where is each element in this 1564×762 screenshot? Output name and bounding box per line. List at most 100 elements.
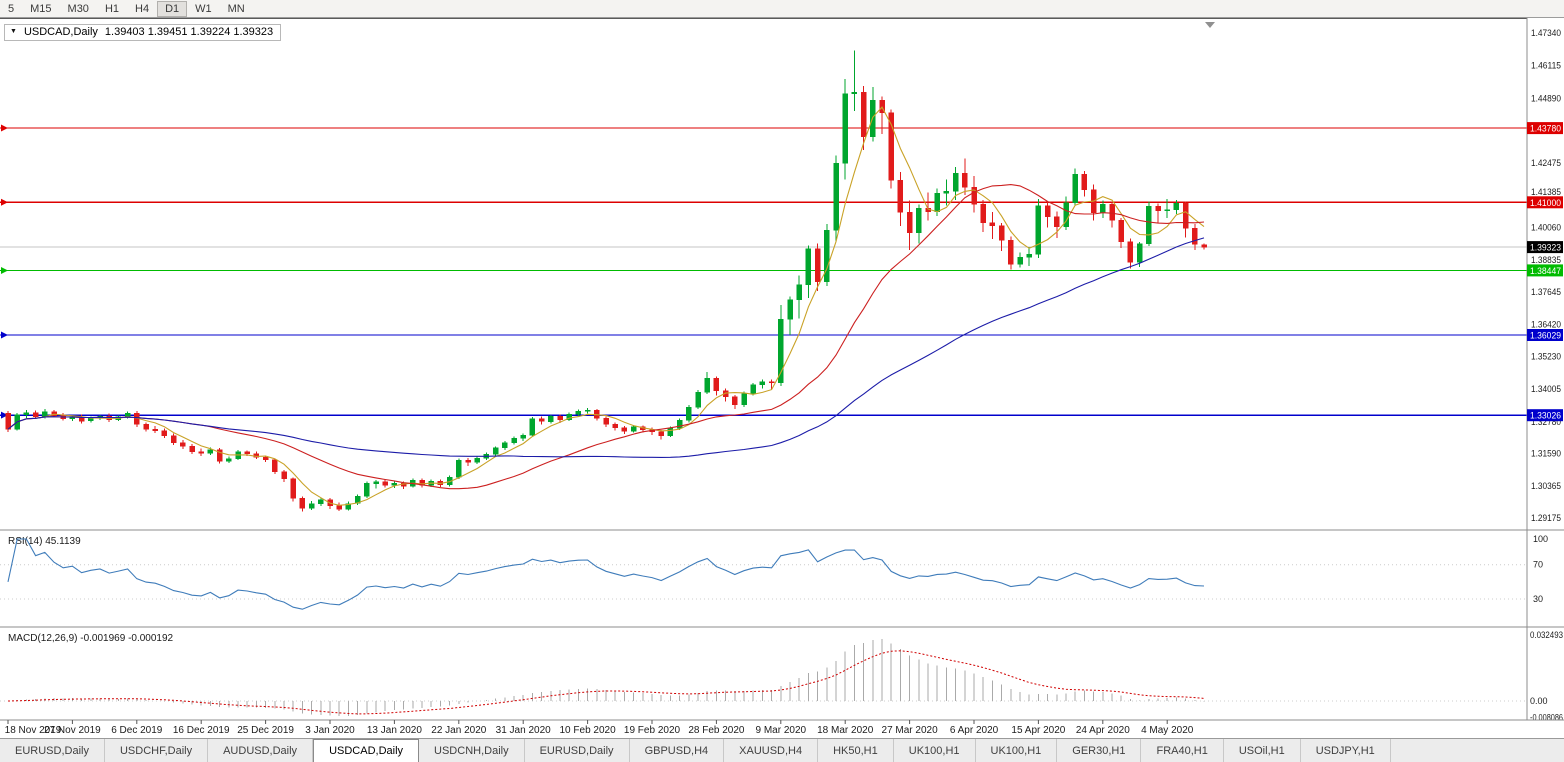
date-label: 6 Apr 2020 — [950, 725, 999, 736]
symbol-tab-fra40-h1[interactable]: FRA40,H1 — [1141, 739, 1224, 762]
candle — [391, 481, 398, 488]
candle — [584, 408, 591, 414]
candle — [1008, 236, 1014, 270]
price-tick: 1.42475 — [1531, 158, 1561, 168]
rsi-tick: 100 — [1533, 534, 1548, 544]
symbol-tab-usdcad-daily[interactable]: USDCAD,Daily — [313, 739, 420, 762]
candle — [759, 379, 766, 389]
chart-canvas[interactable]: RSI(14) 45.1139 MACD(12,26,9) -0.001969 … — [0, 18, 1564, 738]
date-label: 16 Dec 2019 — [173, 725, 230, 736]
timeframe-button-5[interactable]: 5 — [8, 2, 15, 15]
candle — [962, 158, 968, 195]
rsi-tick: 30 — [1533, 594, 1543, 604]
price-label-box — [1527, 329, 1563, 341]
symbol-tab-gbpusd-h4[interactable]: GBPUSD,H4 — [629, 739, 725, 762]
candle — [814, 243, 821, 291]
chart-window[interactable]: RSI(14) 45.1139 MACD(12,26,9) -0.001969 … — [0, 18, 1564, 738]
candle — [612, 422, 618, 431]
candle — [1054, 211, 1060, 239]
symbol-tab-eurusd-daily[interactable]: EURUSD,Daily — [0, 739, 105, 762]
price-tick: 1.41385 — [1531, 187, 1561, 197]
candle — [189, 444, 195, 454]
candle — [603, 416, 609, 428]
timeframe-button-m15[interactable]: M15 — [30, 2, 52, 15]
candle — [529, 416, 536, 437]
price-tick: 1.36420 — [1531, 320, 1561, 330]
price-tick: 1.32780 — [1531, 417, 1561, 427]
rsi-panel: 100 70 30 — [0, 529, 1564, 610]
candle — [253, 451, 260, 460]
timeframe-button-h4[interactable]: H4 — [135, 2, 150, 15]
date-label: 6 Dec 2019 — [111, 725, 163, 736]
candle — [1026, 247, 1032, 266]
candle — [676, 418, 683, 430]
candle — [511, 436, 517, 445]
candle — [686, 405, 692, 423]
symbol-tab-ger30-h1[interactable]: GER30,H1 — [1057, 739, 1142, 762]
symbol-tab-hk50-h1[interactable]: HK50,H1 — [818, 739, 894, 762]
candle — [833, 155, 839, 242]
symbol-tab-audusd-daily[interactable]: AUDUSD,Daily — [208, 739, 314, 762]
ma-fast-line — [7, 106, 1205, 506]
horizontal-lines-layer — [0, 124, 1527, 419]
line-handle-icon[interactable] — [1, 331, 8, 339]
ma-slow-line — [7, 237, 1205, 458]
candle — [768, 379, 775, 390]
price-tick: 1.47340 — [1531, 28, 1561, 38]
candle — [1090, 184, 1097, 221]
price-label-box — [1527, 241, 1563, 254]
date-label: 25 Dec 2019 — [237, 725, 294, 736]
date-label: 4 May 2020 — [1141, 725, 1194, 736]
candle — [1081, 170, 1088, 197]
line-handle-icon[interactable] — [1, 266, 8, 274]
candle — [1201, 243, 1207, 250]
date-label: 27 Nov 2019 — [44, 725, 101, 736]
candle — [1072, 168, 1078, 206]
price-scale[interactable]: 1.47340 1.46115 1.44890 1.42475 1.41385 1.400… — [1526, 18, 1564, 720]
symbol-tab-uk100-h1[interactable]: UK100,H1 — [893, 739, 976, 762]
timeframe-button-mn[interactable]: MN — [227, 2, 245, 15]
symbol-tab-uk100-h1[interactable]: UK100,H1 — [975, 739, 1058, 762]
candle — [1155, 203, 1161, 224]
symbol-tab-usdjpy-h1[interactable]: USDJPY,H1 — [1300, 739, 1391, 762]
price-tick: 1.37645 — [1531, 287, 1561, 297]
candle — [161, 428, 168, 438]
timeframe-button-h1[interactable]: H1 — [104, 2, 119, 15]
candle — [732, 395, 738, 409]
chart-shift-marker[interactable] — [1205, 22, 1215, 28]
candle — [778, 304, 784, 386]
price-label-text: 1.41000 — [1530, 198, 1561, 208]
symbol-tab-eurusd-daily[interactable]: EURUSD,Daily — [524, 739, 630, 762]
line-handle-icon[interactable] — [1, 124, 8, 132]
candle — [152, 426, 158, 433]
candle — [695, 390, 701, 409]
line-handle-icon[interactable] — [1, 198, 8, 206]
price-label-box — [1527, 196, 1563, 209]
symbol-tab-usdcnh-daily[interactable]: USDCNH,Daily — [419, 739, 525, 762]
candle — [1109, 201, 1115, 228]
macd-tick: 0.032493 — [1530, 630, 1563, 640]
symbol-tab-usdchf-daily[interactable]: USDCHF,Daily — [104, 739, 209, 762]
candle — [621, 426, 628, 434]
timeframe-button-m30[interactable]: M30 — [67, 2, 89, 15]
candle — [198, 448, 204, 456]
chart-title-box[interactable]: ▼ USDCAD,Daily 1.39403 1.39451 1.39224 1… — [4, 24, 282, 41]
date-label: 10 Feb 2020 — [560, 725, 617, 736]
line-handle-icon[interactable] — [1, 411, 8, 419]
timeframe-button-w1[interactable]: W1 — [195, 2, 212, 15]
candle — [492, 446, 499, 457]
date-label: 3 Jan 2020 — [305, 725, 355, 736]
symbol-tab-xauusd-h4[interactable]: XAUUSD,H4 — [724, 739, 819, 762]
candle — [916, 204, 922, 244]
symbol-dropdown-icon[interactable]: ▼ — [10, 28, 17, 35]
candle — [281, 469, 287, 483]
date-label: 27 Mar 2020 — [882, 725, 939, 736]
timeframe-button-d1[interactable]: D1 — [157, 0, 188, 17]
candle — [170, 433, 177, 446]
candle — [1035, 199, 1042, 258]
price-label-text: 1.39323 — [1530, 243, 1561, 253]
symbol-tab-usoil-h1[interactable]: USOil,H1 — [1223, 739, 1301, 762]
candle — [906, 200, 913, 250]
candle — [538, 416, 545, 425]
